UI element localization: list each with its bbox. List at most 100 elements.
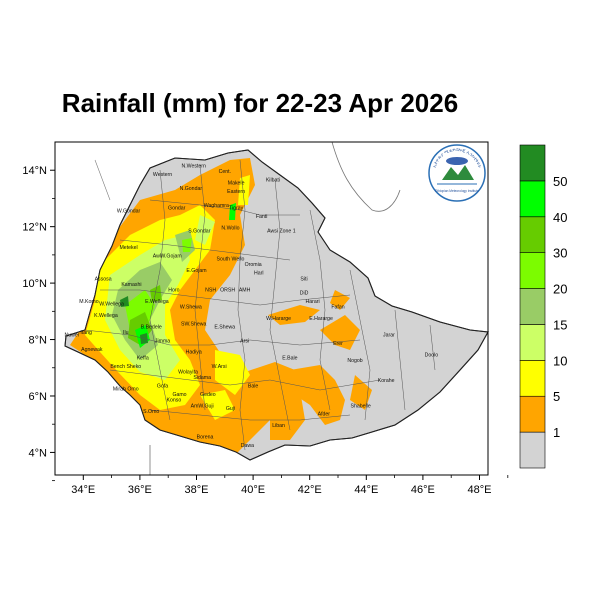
rainfall-area [238,175,250,205]
zone-labels: Western N.Western Cent. Makele Eastern Kilbat… [64,163,438,448]
legend-swatch [519,252,546,289]
zone-label: Gondar [168,206,186,212]
zone-label: S.Gondar [188,228,210,234]
zone-boundary [109,369,381,391]
zone-label: Fanti [256,214,268,220]
lon-tick-label: 34°E [71,484,95,496]
zone-label: AMH [239,288,251,294]
zone-label: Wolayita [178,369,198,375]
zone-boundary [269,179,291,431]
zone-label: W.Hararge [266,316,291,322]
zone-label: E.Hararge [309,316,333,322]
zone-boundary [237,159,246,451]
zone-label: Borena [197,434,214,440]
zone-label: Keffa [137,355,149,361]
rainfall-area [229,203,236,220]
zone-label: W.Wellega [99,302,124,308]
zone-label: Gofa [157,384,168,390]
map-title: Rainfall (mm) for 22-23 Apr 2026 [61,88,459,118]
rainfall-area [290,365,345,425]
lon-tick-label: 48°E [468,484,492,496]
rainfall-area [320,315,360,350]
rainfall-area [120,296,129,307]
legend-label: 20 [553,282,567,297]
zone-boundary [119,239,291,261]
zone-label: SW.Shewa [181,321,206,327]
zone-boundary [100,289,351,306]
zone-label: Kilbati [266,178,280,184]
zone-label: Mirab Omo [113,386,139,392]
zone-label: E.Wellega [145,299,169,305]
zone-boundaries [84,159,436,451]
zone-label: ORSH [220,288,235,294]
zone-label: Assosa [95,276,112,282]
zone-label: Jimma [155,338,170,344]
zone-boundary [309,209,331,411]
zone-label: Nogob [347,358,362,364]
zone-label: Itang [80,330,92,336]
lon-tick-label: 36°E [128,484,152,496]
zone-label: W.Shewa [180,305,202,311]
zone-label: Doolo [425,352,439,358]
zone-label: Erer [333,341,343,347]
lon-tick-label: 46°E [411,484,435,496]
legend-label: 40 [553,210,567,225]
zone-boundary [149,199,300,216]
zone-label: Bale [248,384,258,390]
lon-tick-label: 40°E [241,484,265,496]
zone-boundary [84,329,361,346]
zone-label: W.Gondar [117,209,141,215]
zone-label: Konso [167,398,182,404]
zone-label: Jarar [383,333,395,339]
legend-label: 50 [553,174,567,189]
zone-label: Metekel [119,245,137,251]
legend-swatch [519,180,546,218]
zone-label: Siti [300,276,307,282]
lon-tick-label: 38°E [185,484,209,496]
legend-swatch [519,360,546,397]
zone-label: Fafan [331,305,344,311]
ethiopia-border [64,149,489,461]
rainfall-area [268,305,320,325]
lon-tick-label: 44°E [354,484,378,496]
zone-label: W.Gojam [160,254,181,260]
zone-label: Afder [318,412,331,418]
rainfall-area [270,390,305,440]
rainfall-area [195,215,215,245]
legend-swatch [519,395,546,433]
legend-label: 5 [553,389,560,404]
zone-label: K.Wellega [94,313,118,319]
zone-label: Western [153,172,172,178]
logo-mountain-icon [442,165,474,180]
zone-label: Hadiya [186,350,202,356]
legend-label: 10 [553,353,567,368]
legend-label: 15 [553,317,567,332]
zone-label: Harl [254,271,264,277]
latitude-axis: 14°N 12°N 10°N 8°N 6°N 4°N [22,165,55,482]
zone-boundary [149,409,351,421]
longitude-axis: 34°E 36°E 38°E 40°E 42°E 44°E 46°E 48°E [71,475,509,496]
zone-label: Gedeo [200,392,216,398]
zone-label: Waghamra [204,203,229,209]
zone-label: Sidama [193,375,211,381]
lat-tick-label: 4°N [29,447,48,459]
rainfall-area [350,375,372,410]
logo-subtext: Ethiopian Meteorology Institute [435,189,479,193]
legend-label: 30 [553,246,567,261]
zone-label: Liban [272,423,285,429]
zone-label: Guji [226,406,235,412]
lat-tick-label: 10°N [22,278,47,290]
zone-boundary [429,324,436,371]
rainfall-area [182,238,192,252]
logo-cloud-icon [446,157,468,165]
zone-label: N.Wollo [221,225,239,231]
institute-logo: ኢትዮጵያ ሚቲዎሮሎጂ ኢንስቲትዩት Ethiopian Meteorolo… [428,144,486,202]
zone-label: N.Gondar [180,186,203,192]
zone-label: Makele [228,180,245,186]
zone-label: W.Arsi [212,364,227,370]
zone-label: Dawa [241,443,254,449]
zone-label: NSH [205,288,216,294]
